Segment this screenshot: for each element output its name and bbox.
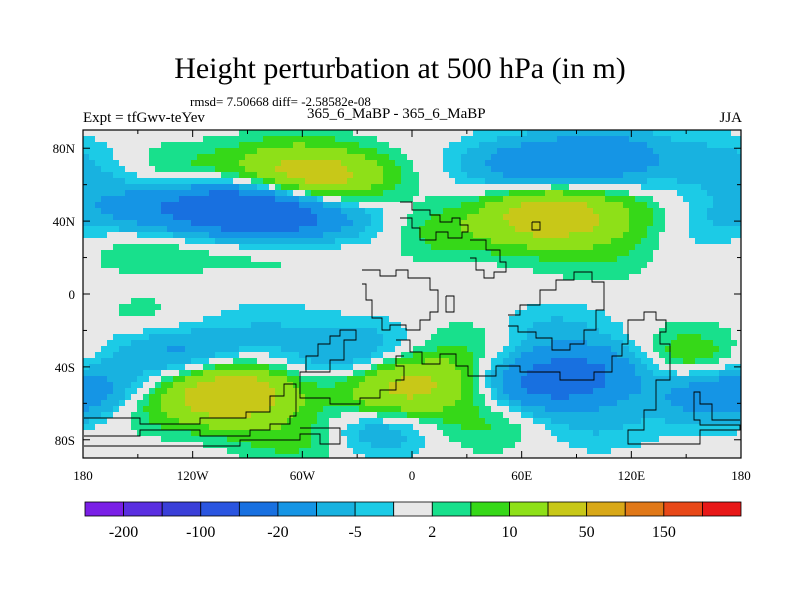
axis-ticks: 180 120W 60W 0 60E 120E 180 80N 40N 0 40S 80S: [53, 130, 751, 483]
x-tick-label-7: 180: [731, 468, 751, 483]
contour-field: [83, 130, 742, 459]
colorbar-label-8: 150: [652, 524, 676, 541]
case-label: 365_6_MaBP - 365_6_MaBP: [307, 106, 486, 122]
season-label: JJA: [719, 110, 742, 126]
coastline-2: [362, 269, 439, 331]
coastline-1: [400, 201, 469, 241]
colorbar-swatch-14: [586, 501, 626, 517]
x-tick-label-4: 0: [409, 468, 416, 483]
colorbar-label-1: -200: [109, 524, 138, 541]
colorbar-swatch-8: [354, 501, 395, 517]
colorbar-swatch-12: [509, 501, 549, 517]
colorbar-swatch-7: [316, 501, 356, 517]
coastline-4: [508, 271, 605, 351]
colorbar-label-7: 50: [579, 524, 595, 541]
colorbar-swatch-9: [393, 501, 433, 517]
colorbar-swatch-4: [200, 501, 240, 517]
coastline-8: [84, 427, 341, 447]
x-tick-label-6: 120E: [618, 468, 646, 483]
colorbar-swatch-15: [624, 501, 665, 517]
colorbar-swatch-5: [238, 501, 279, 517]
coastline-7: [84, 383, 297, 437]
y-tick-label-4: 40S: [55, 360, 75, 375]
stats-line: rmsd= 7.50668 diff= -2.58582e-08: [190, 94, 371, 109]
x-tick-label-5: 60E: [511, 468, 532, 483]
y-tick-label-5: 80S: [55, 433, 75, 448]
colorbar-swatch-1: [84, 501, 124, 517]
chart-title: Height perturbation at 500 hPa (in m): [174, 52, 626, 85]
coastline-5: [396, 311, 741, 445]
experiment-label: Expt = tfGwv-teYev: [83, 110, 205, 126]
coastline-6: [299, 329, 405, 405]
colorbar-label-6: 10: [501, 524, 517, 541]
coastline-9: [445, 295, 455, 313]
colorbar-swatch-13: [547, 501, 588, 517]
coastline-outline: [84, 201, 741, 447]
colorbar-swatch-3: [161, 501, 202, 517]
x-tick-label-2: 120W: [177, 468, 210, 483]
y-tick-label-1: 80N: [53, 141, 76, 156]
y-tick-label-2: 40N: [53, 214, 76, 229]
x-tick-label-1: 180: [73, 468, 93, 483]
colorbar-swatch-17: [702, 501, 742, 517]
colorbar-label-2: -100: [186, 524, 215, 541]
colorbar-label-3: -20: [267, 524, 288, 541]
colorbar-label-5: 2: [428, 524, 436, 541]
colorbar-label-4: -5: [348, 524, 361, 541]
colorbar-swatch-11: [470, 501, 510, 517]
colorbar-swatch-6: [277, 501, 317, 517]
colorbar-swatch-10: [431, 501, 472, 517]
y-tick-label-3: 0: [69, 287, 76, 302]
colorbar-swatch-16: [663, 501, 703, 517]
colorbar: -200 -100 -20 -5 2 10 50 150: [84, 501, 742, 541]
x-tick-label-3: 60W: [290, 468, 316, 483]
colorbar-swatch-2: [123, 501, 163, 517]
coastline-10: [531, 221, 541, 231]
coastline-3: [470, 239, 507, 279]
